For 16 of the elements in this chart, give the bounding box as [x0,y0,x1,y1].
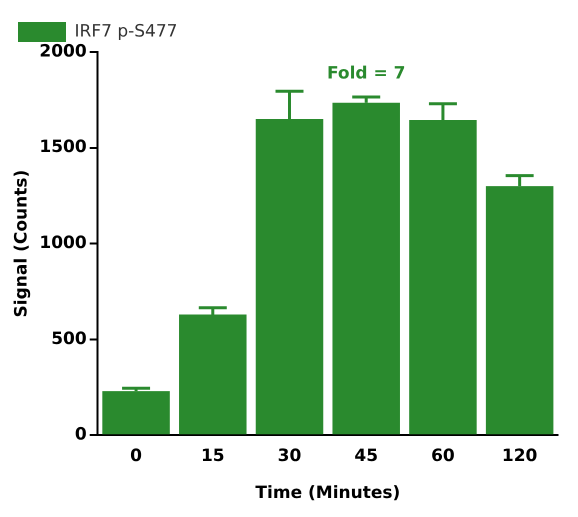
y-axis-title: Signal (Counts) [12,170,32,318]
x-tick-label: 60 [431,446,455,466]
y-tick-label: 500 [51,328,87,349]
x-tick-label: 120 [502,446,538,466]
y-tick-label: 1500 [39,137,87,158]
x-tick-label: 15 [200,446,225,466]
y-tick-label: 1000 [39,233,87,254]
y-tick-label: 2000 [39,41,87,62]
x-tick-label: 0 [130,446,142,466]
annotation: Fold = 7 [326,63,406,84]
x-tick-label: 45 [354,446,378,466]
x-tick-label: 30 [278,446,302,466]
x-axis-title: Time (Minutes) [255,483,400,504]
bar [102,391,170,434]
legend-label: IRF7 p-S477 [74,21,178,42]
y-tick-label: 0 [74,424,87,445]
